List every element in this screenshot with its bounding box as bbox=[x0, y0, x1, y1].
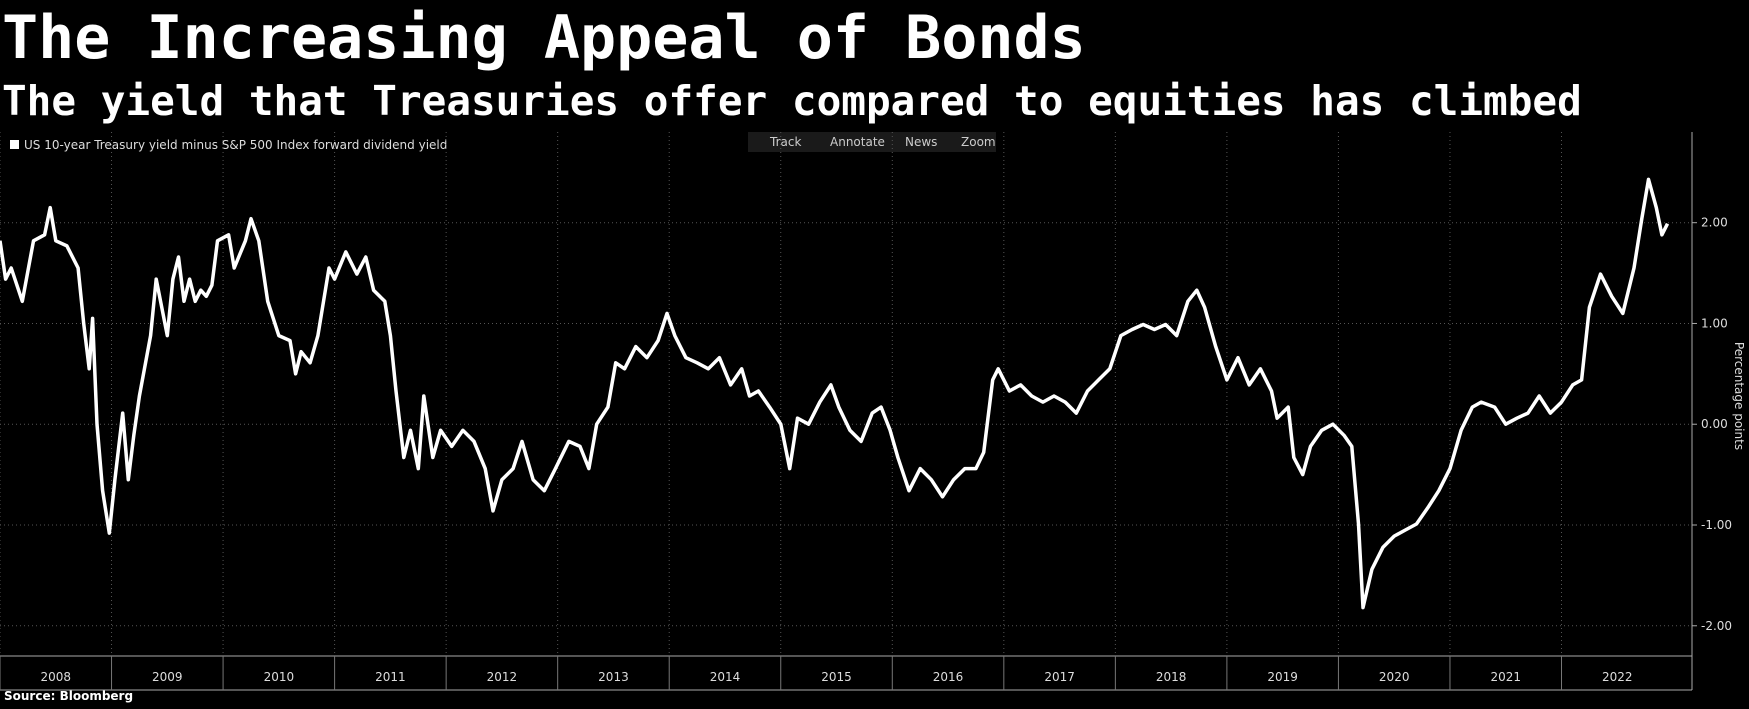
x-tick-label: 2015 bbox=[821, 670, 852, 684]
toolbar: Track Annotate News Zoom bbox=[748, 132, 996, 152]
x-tick-label: 2008 bbox=[40, 670, 71, 684]
chart-subtitle: The yield that Treasuries offer compared… bbox=[2, 77, 1582, 125]
chart-title: The Increasing Appeal of Bonds bbox=[2, 3, 1086, 73]
x-tick-label: 2018 bbox=[1156, 670, 1187, 684]
y-tick-label: 0.00 bbox=[1701, 417, 1728, 431]
x-tick-label: 2022 bbox=[1602, 670, 1633, 684]
y-axis-label: Percentage points bbox=[1732, 342, 1746, 450]
toolbar-button[interactable]: Annotate bbox=[830, 135, 885, 149]
x-tick-label: 2020 bbox=[1379, 670, 1410, 684]
toolbar-bg bbox=[748, 132, 996, 152]
x-tick-label: 2014 bbox=[710, 670, 741, 684]
toolbar-button[interactable]: News bbox=[905, 135, 937, 149]
source: Source: Bloomberg bbox=[4, 689, 133, 703]
x-tick-label: 2011 bbox=[375, 670, 406, 684]
x-tick-label: 2021 bbox=[1490, 670, 1521, 684]
y-tick-label: 1.00 bbox=[1701, 316, 1728, 330]
y-tick-label: -2.00 bbox=[1701, 619, 1732, 633]
y-tick-label: -1.00 bbox=[1701, 518, 1732, 532]
legend-label: US 10-year Treasury yield minus S&P 500 … bbox=[24, 138, 447, 152]
x-tick-label: 2013 bbox=[598, 670, 629, 684]
legend-swatch bbox=[10, 140, 19, 149]
x-tick-label: 2016 bbox=[933, 670, 964, 684]
toolbar-button[interactable]: Zoom bbox=[961, 135, 996, 149]
x-tick-label: 2010 bbox=[264, 670, 295, 684]
x-tick-label: 2017 bbox=[1044, 670, 1075, 684]
x-tick-label: 2019 bbox=[1267, 670, 1298, 684]
toolbar-button[interactable]: Track bbox=[769, 135, 801, 149]
x-tick-label: 2009 bbox=[152, 670, 183, 684]
x-tick-label: 2012 bbox=[487, 670, 518, 684]
y-tick-label: 2.00 bbox=[1701, 216, 1728, 230]
data-line bbox=[0, 177, 1670, 610]
